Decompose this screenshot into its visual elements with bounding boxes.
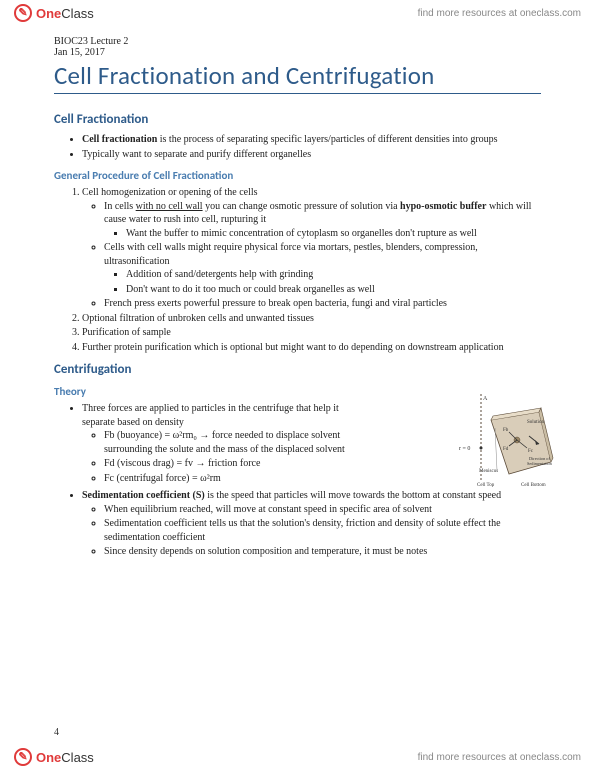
fractionation-content: Cell fractionation is the process of sep… [54,133,541,161]
list-item: In cells with no cell wall you can chang… [104,200,541,241]
list-item: Cells with cell walls might require phys… [104,241,541,296]
list-item: Don't want to do it too much or could br… [126,283,541,297]
list-item: Fb (buoyance) = ω²rm₀ → force needed to … [104,429,374,456]
list-item: Typically want to separate and purify di… [82,148,541,162]
list-item: Fd (viscous drag) = fv → friction force [104,457,374,471]
brand-logo-footer: ✎ OneClass [14,748,94,766]
text: Cell homogenization or opening of the ce… [82,187,258,198]
section-heading-centrifugation: Centrifugation [54,362,541,377]
centrifuge-diagram: A r = 0 Solution Fb Fd Fc Direction of S… [421,390,561,510]
text: Cells with cell walls might require phys… [104,242,478,267]
brand-logo: ✎ OneClass [14,4,94,22]
page-number: 4 [54,727,59,738]
list-item: Fc (centrifugal force) = ω²rm [104,472,374,486]
list-item: Since density depends on solution compos… [104,545,541,559]
page-body: BIOC23 Lecture 2 Jan 15, 2017 Cell Fract… [0,26,595,744]
text-bold: hypo-osmotic buffer [400,201,486,212]
list-item: Three forces are applied to particles in… [82,402,374,485]
page-title: Cell Fractionation and Centrifugation [54,60,541,94]
theory-content: A r = 0 Solution Fb Fd Fc Direction of S… [54,402,541,559]
svg-text:Fd: Fd [503,447,509,452]
text: Three forces are applied to particles in… [82,403,339,428]
svg-text:Meniscus: Meniscus [479,469,498,474]
svg-text:r = 0: r = 0 [459,446,470,452]
list-item: Sedimentation coefficient tells us that … [104,517,541,544]
header-tagline: find more resources at oneclass.com [418,8,581,19]
text-underline: with no cell wall [136,201,203,212]
pencil-circle-icon: ✎ [14,748,32,766]
footer-bar: ✎ OneClass find more resources at onecla… [0,744,595,770]
svg-text:Solution: Solution [527,420,544,425]
text: In cells [104,201,136,212]
brand-text-footer: OneClass [36,750,94,765]
subsection-heading-procedure: General Procedure of Cell Fractionation [54,169,541,182]
text-bold: Sedimentation coefficient (S) [82,490,205,501]
procedure-content: Cell homogenization or opening of the ce… [54,186,541,354]
text-bold: Cell fractionation [82,134,157,145]
text: you can change osmotic pressure of solut… [203,201,400,212]
brand-one: One [36,750,61,765]
section-heading-fractionation: Cell Fractionation [54,112,541,127]
svg-text:Fb: Fb [503,428,509,433]
brand-class: Class [61,6,94,21]
brand-text: OneClass [36,6,94,21]
brand-class: Class [61,750,94,765]
list-item: Purification of sample [82,326,541,340]
svg-text:Cell Top: Cell Top [477,483,495,488]
text: is the process of separating specific la… [157,134,497,145]
date-line: Jan 15, 2017 [54,47,541,58]
svg-text:Fc: Fc [528,449,534,454]
footer-tagline: find more resources at oneclass.com [418,752,581,763]
list-item: Cell fractionation is the process of sep… [82,133,541,147]
course-line: BIOC23 Lecture 2 [54,36,541,47]
list-item: Want the buffer to mimic concentration o… [126,227,541,241]
list-item: Addition of sand/detergents help with gr… [126,268,541,282]
list-item: Optional filtration of unbroken cells an… [82,312,541,326]
svg-text:Sedimentation: Sedimentation [527,461,553,466]
header-bar: ✎ OneClass find more resources at onecla… [0,0,595,26]
pencil-circle-icon: ✎ [14,4,32,22]
svg-text:Cell Bottom: Cell Bottom [521,483,546,488]
list-item: Cell homogenization or opening of the ce… [82,186,541,311]
list-item: Further protein purification which is op… [82,341,541,355]
brand-one: One [36,6,61,21]
svg-text:A: A [483,396,488,402]
list-item: French press exerts powerful pressure to… [104,297,541,311]
